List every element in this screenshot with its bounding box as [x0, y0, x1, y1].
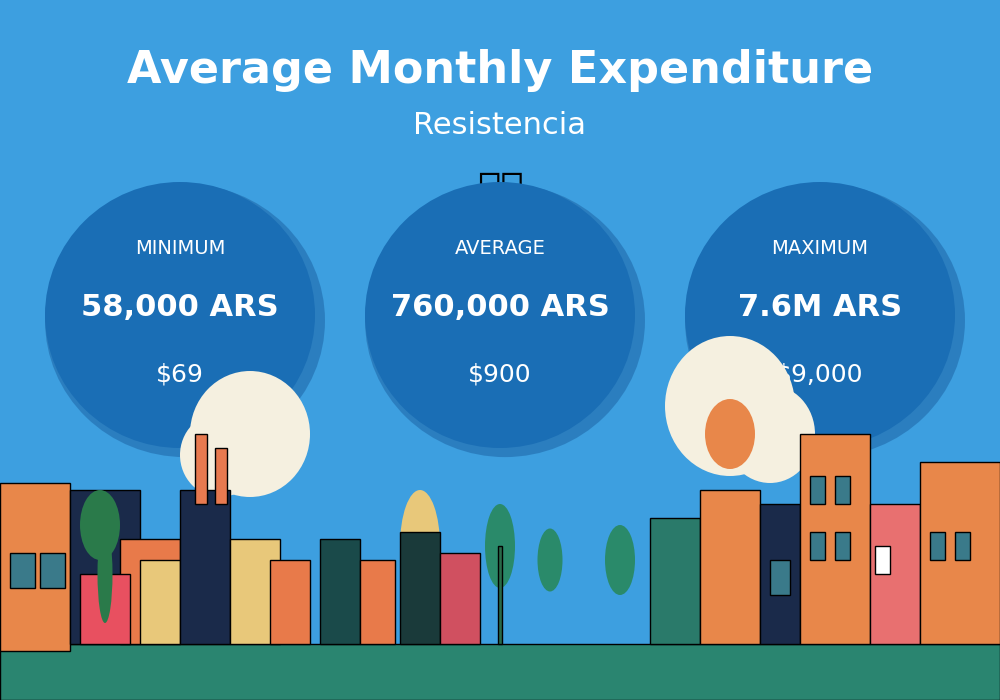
Ellipse shape — [725, 385, 815, 483]
FancyBboxPatch shape — [0, 644, 1000, 700]
Ellipse shape — [705, 399, 755, 469]
FancyBboxPatch shape — [400, 532, 440, 644]
Text: $9,000: $9,000 — [776, 363, 864, 386]
Text: Average Monthly Expenditure: Average Monthly Expenditure — [127, 48, 873, 92]
FancyBboxPatch shape — [360, 560, 395, 644]
FancyBboxPatch shape — [320, 539, 360, 644]
Ellipse shape — [180, 413, 260, 497]
Ellipse shape — [45, 182, 315, 448]
FancyBboxPatch shape — [195, 434, 207, 504]
Ellipse shape — [685, 182, 955, 448]
Text: $900: $900 — [468, 363, 532, 386]
Ellipse shape — [80, 490, 120, 560]
Ellipse shape — [365, 182, 635, 448]
FancyBboxPatch shape — [70, 490, 140, 644]
Text: $69: $69 — [156, 363, 204, 386]
FancyBboxPatch shape — [440, 553, 480, 644]
Ellipse shape — [98, 525, 112, 623]
FancyBboxPatch shape — [498, 546, 502, 644]
Ellipse shape — [45, 184, 325, 457]
FancyBboxPatch shape — [650, 518, 700, 644]
Ellipse shape — [665, 336, 795, 476]
Text: 🇦🇷: 🇦🇷 — [477, 170, 523, 208]
FancyBboxPatch shape — [140, 560, 180, 644]
FancyBboxPatch shape — [270, 560, 310, 644]
FancyBboxPatch shape — [810, 476, 825, 504]
FancyBboxPatch shape — [120, 539, 180, 644]
Text: Resistencia: Resistencia — [414, 111, 586, 141]
FancyBboxPatch shape — [800, 434, 870, 644]
Text: 760,000 ARS: 760,000 ARS — [391, 293, 609, 323]
FancyBboxPatch shape — [920, 462, 1000, 644]
FancyBboxPatch shape — [230, 539, 280, 644]
Text: MAXIMUM: MAXIMUM — [772, 239, 868, 258]
FancyBboxPatch shape — [700, 490, 760, 644]
FancyBboxPatch shape — [810, 532, 825, 560]
FancyBboxPatch shape — [930, 532, 945, 560]
FancyBboxPatch shape — [40, 553, 65, 588]
Text: AVERAGE: AVERAGE — [455, 239, 545, 258]
FancyBboxPatch shape — [835, 532, 850, 560]
FancyBboxPatch shape — [770, 560, 790, 595]
Text: MINIMUM: MINIMUM — [135, 239, 225, 258]
Ellipse shape — [365, 184, 645, 457]
Text: 7.6M ARS: 7.6M ARS — [738, 293, 902, 323]
Ellipse shape — [485, 504, 515, 588]
FancyBboxPatch shape — [0, 483, 70, 651]
Ellipse shape — [190, 371, 310, 497]
FancyBboxPatch shape — [870, 504, 920, 644]
FancyBboxPatch shape — [80, 574, 130, 644]
FancyBboxPatch shape — [875, 546, 890, 574]
FancyBboxPatch shape — [10, 553, 35, 588]
Text: 58,000 ARS: 58,000 ARS — [81, 293, 279, 323]
FancyBboxPatch shape — [180, 490, 230, 644]
FancyBboxPatch shape — [215, 448, 227, 504]
Ellipse shape — [400, 490, 440, 602]
Ellipse shape — [538, 528, 562, 592]
FancyBboxPatch shape — [955, 532, 970, 560]
FancyBboxPatch shape — [835, 476, 850, 504]
FancyBboxPatch shape — [760, 504, 800, 644]
Ellipse shape — [685, 184, 965, 457]
Ellipse shape — [605, 525, 635, 595]
